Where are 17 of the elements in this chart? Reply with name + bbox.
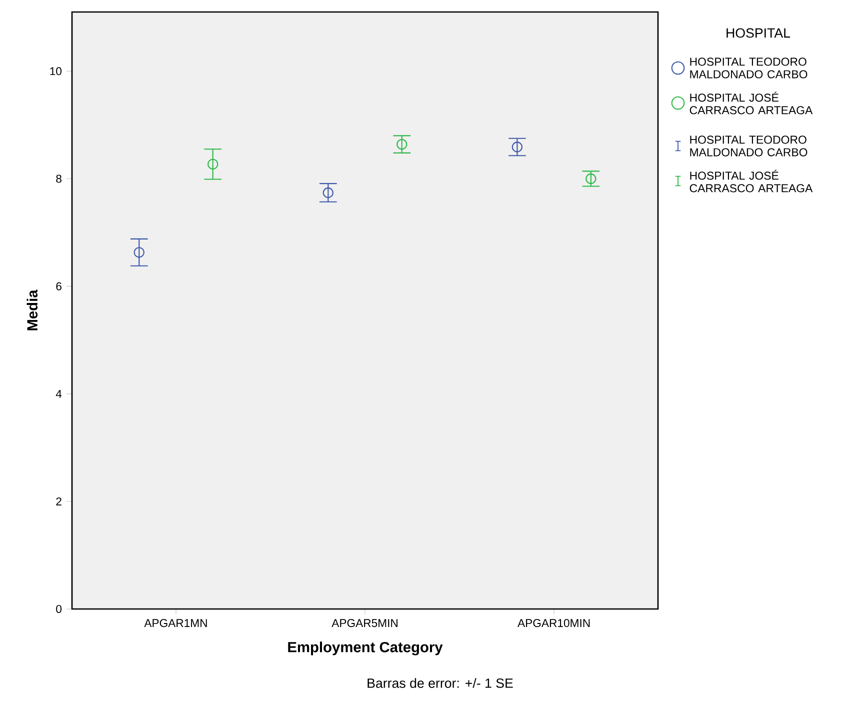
y-tick-label: 2: [56, 497, 62, 506]
y-tick-label: 4: [56, 390, 62, 398]
y-tick-label: 8: [56, 174, 62, 183]
x-tick-label: APGAR1MN: [144, 619, 207, 628]
y-axis-title: Media: [26, 290, 38, 330]
text: HOSPITAL TEODORO MALDONADO CARBO: [690, 58, 808, 78]
legend-title: HOSPITAL: [726, 28, 790, 38]
text: HOSPITAL JOSÉ CARRASCO ARTEAGA: [690, 92, 813, 114]
x-axis-title: Employment Category: [288, 642, 443, 656]
legend-label: HOSPITAL TEODORO MALDONADO CARBO: [690, 136, 808, 156]
y-tick-label: 10: [50, 67, 62, 76]
x-tick-label: APGAR5MIN: [332, 619, 398, 628]
y-tick-label: 6: [56, 282, 62, 290]
legend-label: HOSPITAL JOSÉ CARRASCO ARTEAGA: [690, 170, 813, 192]
y-tick-label: 0: [56, 604, 62, 614]
text: Barras de error: +/- 1 SE: [368, 678, 513, 688]
x-tick-label: APGAR10MIN: [518, 619, 590, 628]
